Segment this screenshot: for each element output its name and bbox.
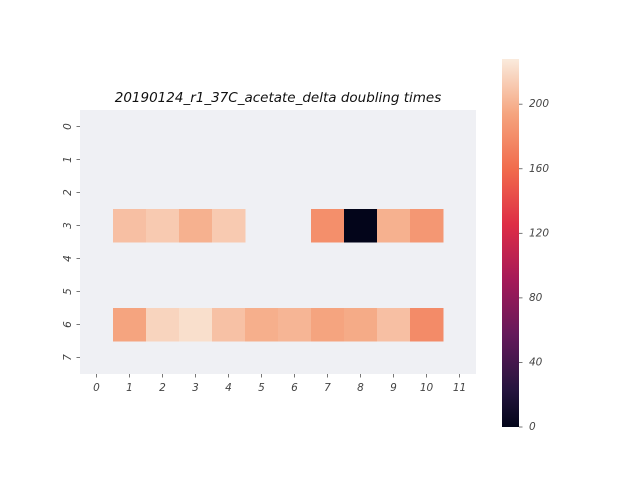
x-tick-label: 2 (159, 382, 166, 394)
colorbar-gradient (502, 59, 519, 427)
heatmap-cell-r6-c1 (113, 308, 147, 342)
heatmap-cell-r3-c1 (113, 209, 147, 243)
x-tick-label: 3 (192, 382, 199, 394)
heatmap-cell-r6-c9 (377, 308, 411, 342)
x-tick-label: 6 (291, 382, 298, 394)
x-axis-ticks: 0 1 2 3 4 5 6 7 8 9 10 11 (93, 374, 466, 394)
x-tick-label: 5 (258, 382, 265, 394)
colorbar-tick-label: 40 (529, 356, 543, 368)
y-tick-label: 0 (62, 123, 74, 130)
heatmap-cell-r3-c3 (179, 209, 213, 243)
y-tick-label: 7 (62, 354, 74, 361)
heatmap-cell-r3-c2 (146, 209, 180, 243)
x-tick-label: 0 (93, 382, 100, 394)
chart-title: 20190124_r1_37C_acetate_delta doubling t… (115, 90, 442, 106)
heatmap-cell-r3-c7 (311, 209, 345, 243)
heatmap-cell-r6-c8 (344, 308, 378, 342)
heatmap-cell-r3-c9 (377, 209, 411, 243)
colorbar-tick-label: 0 (529, 421, 536, 433)
x-tick-label: 9 (390, 382, 397, 394)
y-tick-label: 5 (62, 288, 74, 295)
colorbar-tick-label: 200 (529, 98, 549, 110)
x-tick-label: 10 (420, 382, 434, 394)
heatmap-cell-r6-c10 (410, 308, 444, 342)
x-tick-label: 7 (324, 382, 331, 394)
y-tick-label: 6 (62, 321, 74, 328)
y-axis-ticks: 0 1 2 3 4 5 6 7 (62, 123, 80, 361)
heatmap-cell-r3-c10 (410, 209, 444, 243)
heatmap-cell-r6-c3 (179, 308, 213, 342)
colorbar: 0 40 80 120 160 200 (502, 59, 549, 433)
y-tick-label: 3 (62, 222, 74, 229)
heatmap-cell-r3-c8 (344, 209, 378, 243)
heatmap-cell-r6-c4 (212, 308, 246, 342)
x-tick-label: 8 (357, 382, 364, 394)
x-tick-label: 1 (126, 382, 133, 394)
y-tick-label: 1 (62, 156, 74, 163)
colorbar-tick-label: 80 (529, 292, 543, 304)
y-tick-label: 4 (62, 255, 74, 262)
heatmap-cell-r3-c4 (212, 209, 246, 243)
heatmap-cell-r6-c7 (311, 308, 345, 342)
colorbar-tick-label: 120 (529, 227, 549, 239)
heatmap-plot-area (80, 110, 476, 374)
heatmap-cell-r6-c6 (278, 308, 312, 342)
heatmap-cell-r6-c2 (146, 308, 180, 342)
colorbar-tick-label: 160 (529, 163, 549, 175)
y-tick-label: 2 (62, 189, 74, 196)
x-tick-label: 11 (453, 382, 466, 394)
heatmap-cell-r6-c5 (245, 308, 279, 342)
x-tick-label: 4 (225, 382, 232, 394)
